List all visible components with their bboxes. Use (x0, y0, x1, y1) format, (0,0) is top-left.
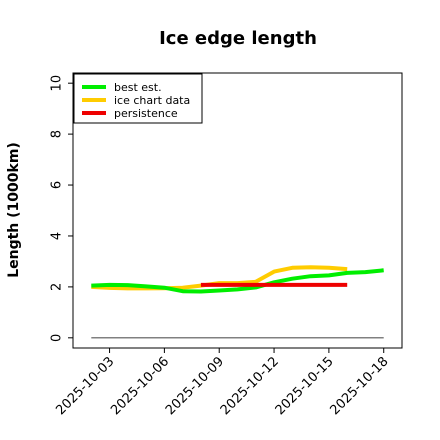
legend-label-best-est: best est. (114, 81, 162, 94)
x-tick-label: 2025-10-03 (53, 354, 117, 418)
y-tick-label: 8 (50, 130, 65, 138)
x-tick-label: 2025-10-09 (163, 354, 227, 418)
y-axis-label: Length (1000km) (6, 142, 22, 278)
y-tick-label: 0 (50, 334, 65, 342)
axes-layer: 02468102025-10-032025-10-062025-10-09202… (50, 75, 392, 418)
chart-title: Ice edge length (159, 28, 317, 49)
x-tick-label: 2025-10-18 (328, 354, 392, 418)
y-tick-label: 6 (50, 181, 65, 189)
x-tick-label: 2025-10-12 (218, 354, 282, 418)
series-line-best-est (91, 268, 384, 294)
x-tick-label: 2025-10-15 (273, 354, 337, 418)
x-tick-label: 2025-10-06 (108, 354, 172, 418)
series-layer (91, 265, 384, 339)
legend-label-persistence: persistence (114, 107, 178, 120)
y-tick-label: 10 (50, 75, 65, 92)
legend-label-ice-chart-data: ice chart data (114, 94, 190, 107)
plot-frame (72, 72, 403, 349)
y-tick-label: 2 (50, 283, 65, 291)
y-tick-label: 4 (50, 232, 65, 240)
